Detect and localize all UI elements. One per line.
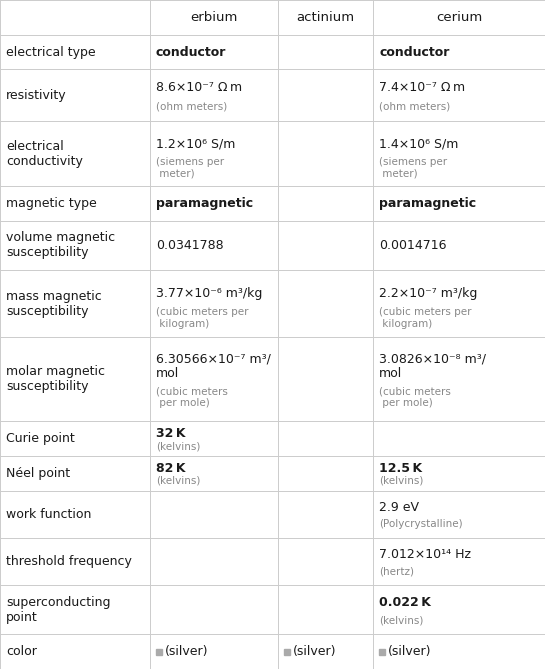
Text: erbium: erbium (190, 11, 238, 24)
Text: (siemens per
 meter): (siemens per meter) (156, 157, 224, 179)
Text: (siemens per
 meter): (siemens per meter) (379, 157, 447, 179)
Text: (silver): (silver) (165, 645, 208, 658)
Text: 0.022 K: 0.022 K (379, 595, 431, 609)
Text: (silver): (silver) (389, 645, 432, 658)
Text: superconducting
point: superconducting point (6, 595, 111, 624)
Text: magnetic type: magnetic type (6, 197, 97, 209)
Text: (kelvins): (kelvins) (379, 615, 423, 626)
Text: electrical type: electrical type (6, 45, 95, 58)
Text: 82 K: 82 K (156, 462, 185, 474)
Text: 3.0826×10⁻⁸ m³/
mol: 3.0826×10⁻⁸ m³/ mol (379, 353, 486, 381)
Text: (silver): (silver) (293, 645, 336, 658)
Text: (cubic meters
 per mole): (cubic meters per mole) (156, 387, 228, 409)
Text: (cubic meters per
 kilogram): (cubic meters per kilogram) (156, 308, 249, 329)
Text: mass magnetic
susceptibility: mass magnetic susceptibility (6, 290, 102, 318)
Text: (kelvins): (kelvins) (156, 476, 200, 486)
Text: cerium: cerium (436, 11, 482, 24)
Text: (kelvins): (kelvins) (156, 441, 200, 451)
Text: conductor: conductor (379, 45, 450, 58)
Text: 7.4×10⁻⁷ Ω m: 7.4×10⁻⁷ Ω m (379, 81, 465, 94)
Text: 6.30566×10⁻⁷ m³/
mol: 6.30566×10⁻⁷ m³/ mol (156, 353, 271, 381)
Text: 7.012×10¹⁴ Hz: 7.012×10¹⁴ Hz (379, 548, 471, 561)
Text: color: color (6, 645, 37, 658)
Text: 2.2×10⁻⁷ m³/kg: 2.2×10⁻⁷ m³/kg (379, 287, 478, 300)
Text: volume magnetic
susceptibility: volume magnetic susceptibility (6, 231, 115, 260)
Text: (kelvins): (kelvins) (379, 476, 423, 486)
Text: resistivity: resistivity (6, 89, 66, 102)
Text: Néel point: Néel point (6, 467, 70, 480)
Text: molar magnetic
susceptibility: molar magnetic susceptibility (6, 365, 105, 393)
Text: Curie point: Curie point (6, 432, 75, 445)
Text: (Polycrystalline): (Polycrystalline) (379, 520, 463, 529)
Bar (379, 649, 385, 655)
Text: (hertz): (hertz) (379, 567, 414, 577)
Text: threshold frequency: threshold frequency (6, 555, 132, 568)
Text: 0.0341788: 0.0341788 (156, 239, 223, 252)
Text: (ohm meters): (ohm meters) (379, 102, 451, 112)
Text: (cubic meters per
 kilogram): (cubic meters per kilogram) (379, 308, 472, 329)
Text: work function: work function (6, 508, 92, 520)
Text: electrical
conductivity: electrical conductivity (6, 140, 83, 168)
Text: 0.0014716: 0.0014716 (379, 239, 447, 252)
Text: actinium: actinium (296, 11, 355, 24)
Text: 32 K: 32 K (156, 427, 185, 440)
Text: (ohm meters): (ohm meters) (156, 102, 227, 112)
Text: (cubic meters
 per mole): (cubic meters per mole) (379, 387, 451, 409)
Text: paramagnetic: paramagnetic (156, 197, 253, 209)
Text: 12.5 K: 12.5 K (379, 462, 422, 474)
Text: 1.2×10⁶ S/m: 1.2×10⁶ S/m (156, 137, 235, 151)
Text: 8.6×10⁻⁷ Ω m: 8.6×10⁻⁷ Ω m (156, 81, 242, 94)
Text: paramagnetic: paramagnetic (379, 197, 476, 209)
Bar (156, 649, 162, 655)
Bar (284, 649, 290, 655)
Text: conductor: conductor (156, 45, 226, 58)
Text: 3.77×10⁻⁶ m³/kg: 3.77×10⁻⁶ m³/kg (156, 287, 262, 300)
Text: 1.4×10⁶ S/m: 1.4×10⁶ S/m (379, 137, 459, 151)
Text: 2.9 eV: 2.9 eV (379, 500, 419, 514)
